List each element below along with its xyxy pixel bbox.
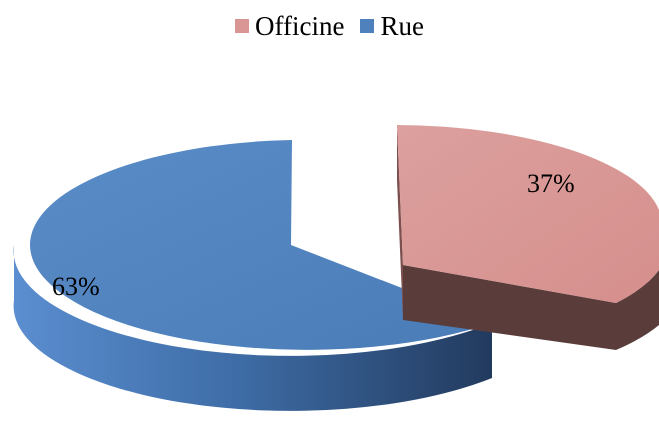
legend-swatch-rue bbox=[360, 19, 375, 33]
legend-label-rue: Rue bbox=[380, 11, 424, 41]
slice-rue-side bbox=[13, 245, 492, 411]
slice-officine-side-cut bbox=[397, 125, 403, 320]
slice-rue bbox=[13, 140, 492, 411]
chart-legend: Officine Rue bbox=[0, 8, 659, 44]
slice-rue-top bbox=[30, 140, 492, 350]
legend-item-rue: Rue bbox=[360, 8, 424, 44]
legend-item-officine: Officine bbox=[235, 8, 344, 44]
slice-officine-top bbox=[397, 125, 659, 303]
legend-label-officine: Officine bbox=[255, 11, 345, 41]
slice-officine bbox=[397, 125, 659, 350]
slice-officine-side bbox=[403, 265, 659, 350]
legend-swatch-officine bbox=[235, 19, 250, 33]
data-label-officine: 37% bbox=[527, 169, 575, 198]
data-label-rue: 63% bbox=[52, 272, 100, 301]
